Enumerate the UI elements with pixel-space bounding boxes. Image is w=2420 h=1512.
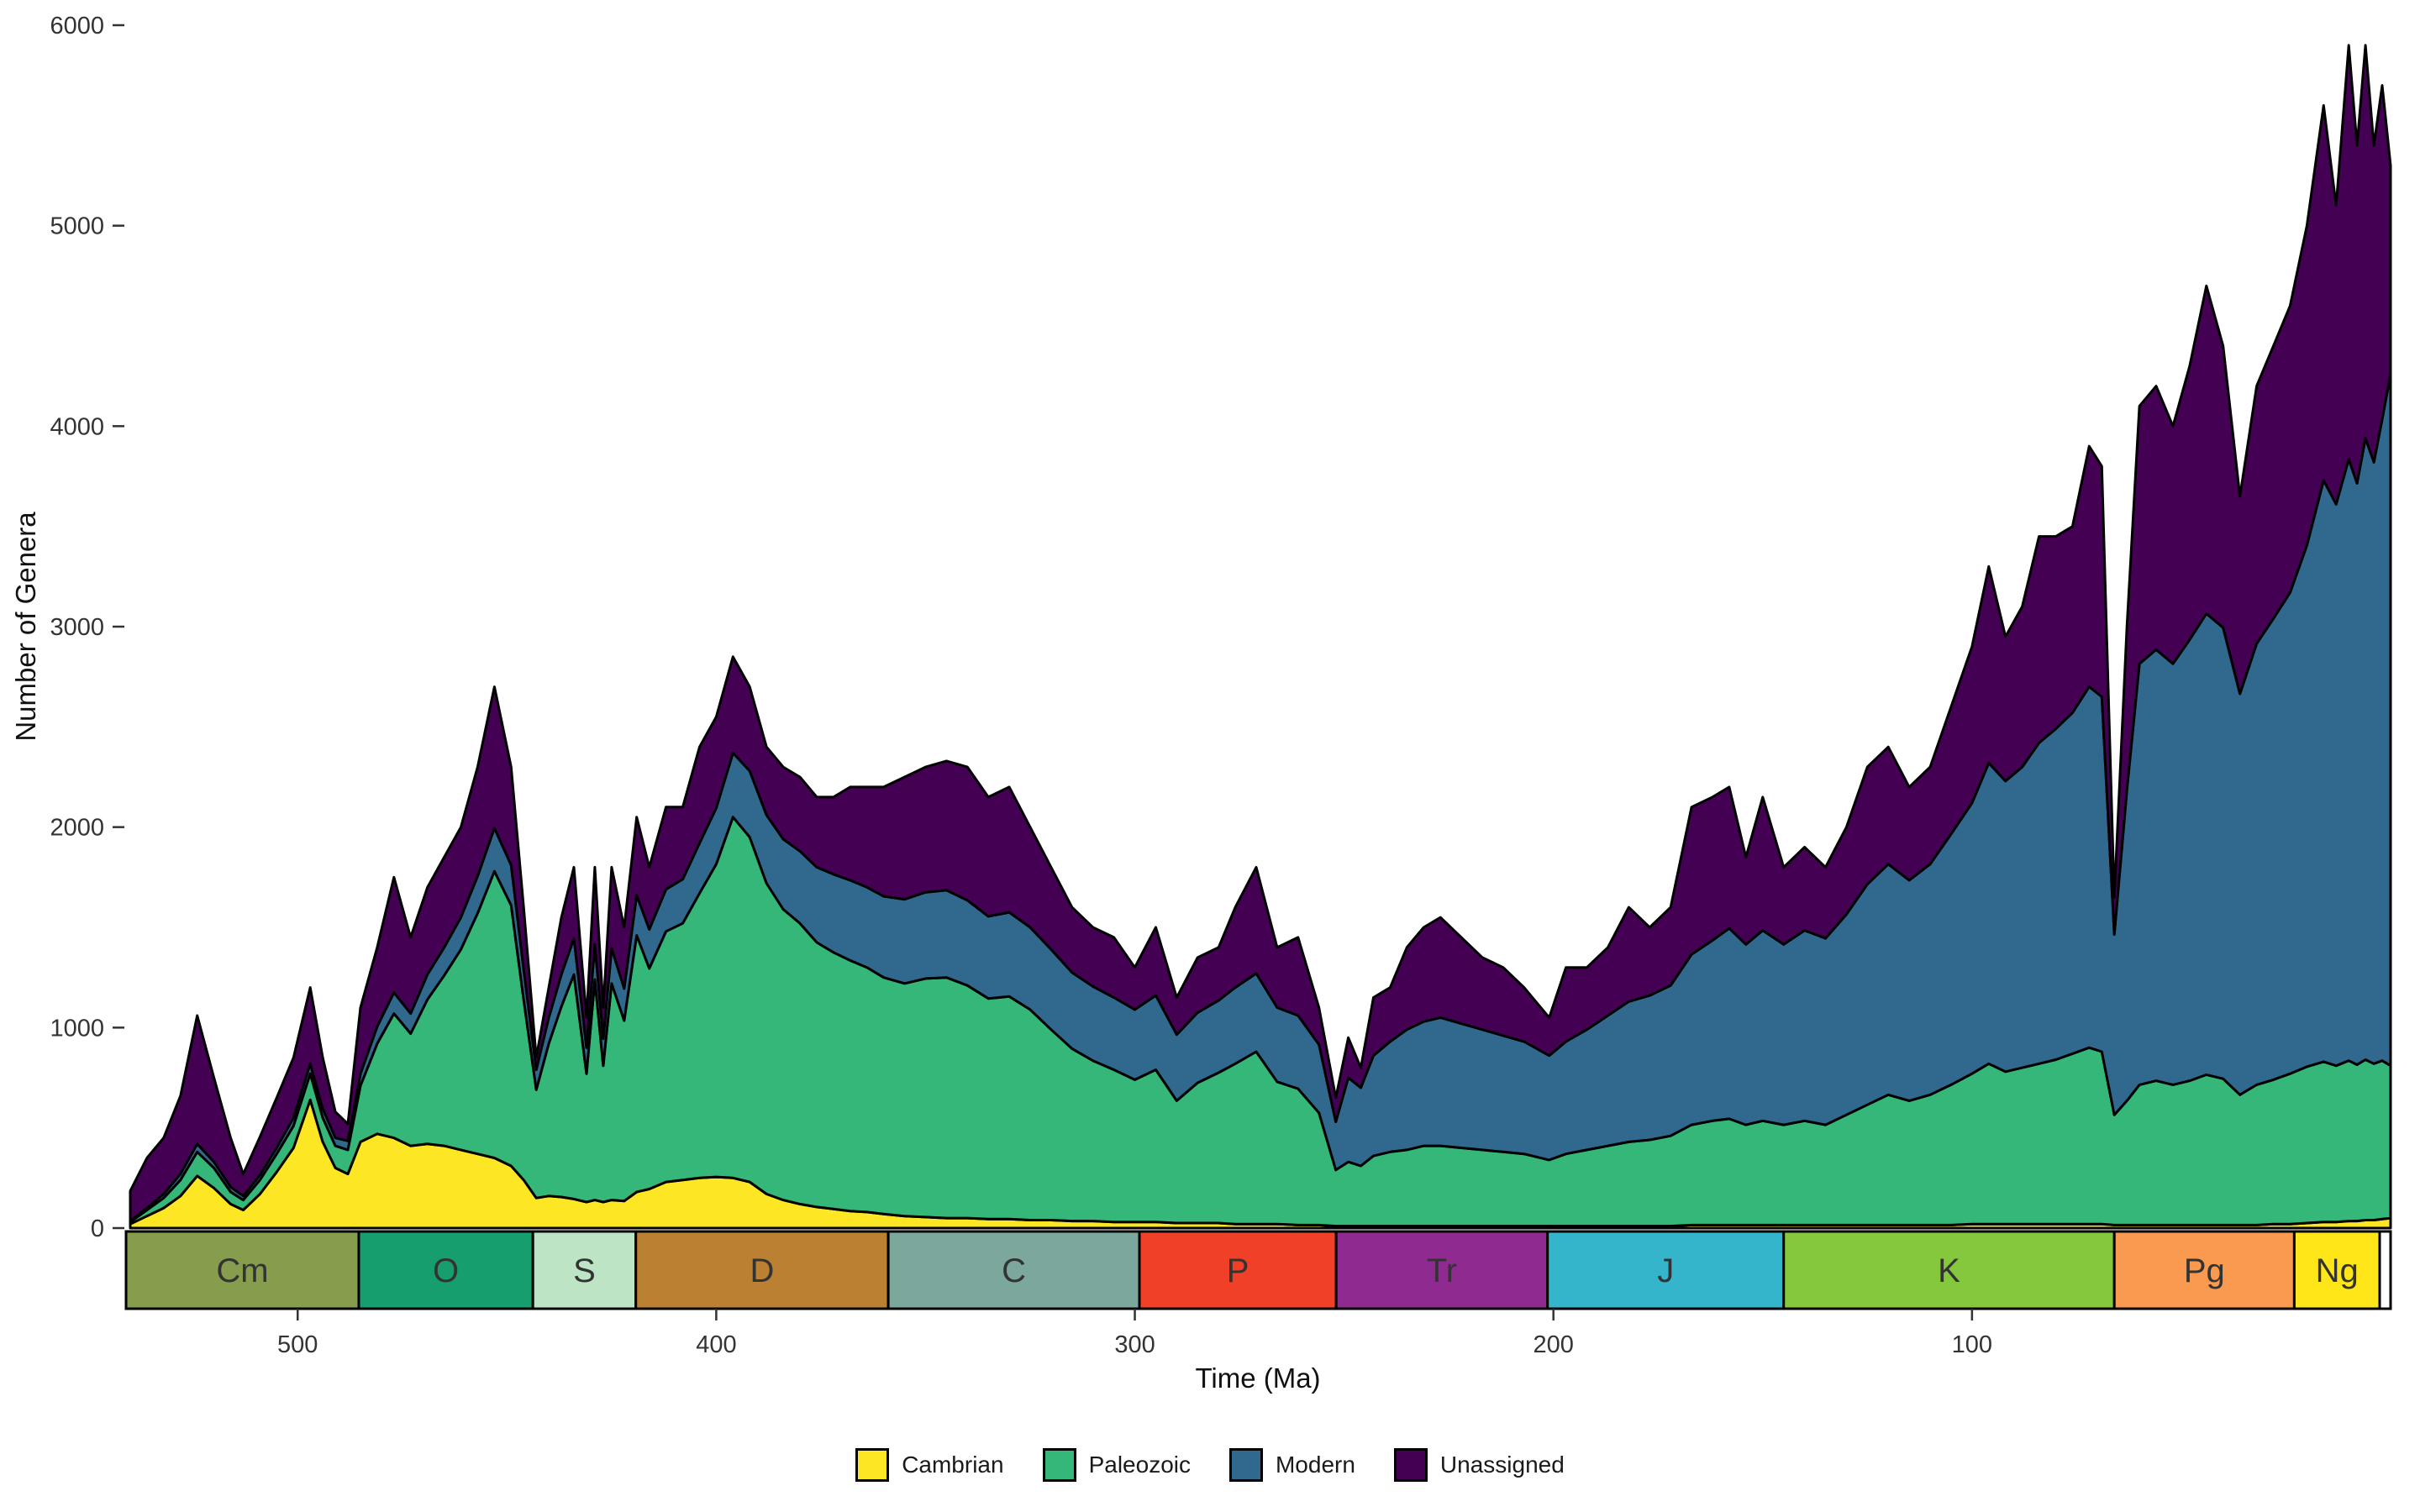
x-tick-label: 300 — [1114, 1331, 1155, 1358]
period-label-P: P — [1227, 1252, 1249, 1289]
period-box-P — [1138, 1230, 1338, 1310]
period-label-C: C — [1002, 1252, 1026, 1289]
x-tick-label: 200 — [1534, 1331, 1574, 1358]
legend-swatch-modern — [1228, 1448, 1263, 1482]
legend-label: Paleozoic — [1088, 1452, 1191, 1478]
legend-swatch-unassigned — [1393, 1448, 1428, 1482]
y-axis-title: Number of Genera — [10, 512, 41, 742]
period-box-K — [1782, 1230, 2116, 1310]
legend: Cambrian Paleozoic Modern Unassigned — [0, 1448, 2420, 1482]
x-tick-label: 100 — [1952, 1331, 1992, 1358]
period-label-O: O — [433, 1252, 459, 1289]
period-label-Cm: Cm — [216, 1252, 268, 1289]
x-tick-label: 500 — [277, 1331, 318, 1358]
period-label-S: S — [573, 1252, 596, 1289]
stacked-areas — [129, 44, 2392, 1230]
legend-label: Modern — [1275, 1452, 1355, 1478]
period-label-Ng: Ng — [2316, 1252, 2359, 1289]
legend-item-modern: Modern — [1228, 1448, 1355, 1482]
legend-swatch-paleozoic — [1042, 1448, 1076, 1482]
period-label-J: J — [1657, 1252, 1674, 1289]
period-box-C — [886, 1230, 1141, 1310]
y-tick-label: 6000 — [50, 13, 104, 39]
period-box-Ng — [2292, 1230, 2381, 1310]
y-tick-label: 1000 — [50, 1015, 104, 1042]
legend-item-paleozoic: Paleozoic — [1042, 1448, 1191, 1482]
y-tick-label: 0 — [91, 1215, 104, 1242]
period-label-K: K — [1938, 1252, 1960, 1289]
period-box-Pg — [2112, 1230, 2296, 1310]
legend-item-cambrian: Cambrian — [855, 1448, 1004, 1482]
period-box-S — [531, 1230, 638, 1310]
area-unassigned — [129, 44, 2392, 1223]
period-box-Tr — [1334, 1230, 1549, 1310]
period-box-D — [634, 1230, 890, 1310]
period-box-Cm — [124, 1230, 360, 1310]
period-label-Pg: Pg — [2184, 1252, 2225, 1289]
legend-swatch-cambrian — [855, 1448, 890, 1482]
geologic-period-bar: Cm O S D C P Tr J K Pg Ng — [124, 1230, 2392, 1310]
y-tick-label: 3000 — [50, 614, 104, 641]
legend-label: Cambrian — [902, 1452, 1004, 1478]
period-box-J — [1546, 1230, 1786, 1310]
y-tick-label: 4000 — [50, 413, 104, 440]
legend-label: Unassigned — [1439, 1452, 1565, 1478]
period-label-Tr: Tr — [1427, 1252, 1457, 1289]
y-tick-label: 5000 — [50, 213, 104, 240]
legend-item-unassigned: Unassigned — [1393, 1448, 1565, 1482]
period-label-D: D — [750, 1252, 774, 1289]
y-tick-label: 2000 — [50, 815, 104, 842]
axes: 0 1000 2000 3000 4000 5000 6000 500 400 300 200 100 — [50, 13, 1992, 1358]
x-axis-title: Time (Ma) — [1195, 1362, 1320, 1394]
period-box-q — [2378, 1230, 2392, 1310]
x-tick-label: 400 — [696, 1331, 736, 1358]
